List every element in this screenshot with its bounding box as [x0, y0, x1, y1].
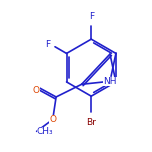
- Text: F: F: [45, 40, 50, 49]
- Text: F: F: [89, 12, 94, 21]
- Text: O: O: [49, 115, 56, 124]
- Text: NH: NH: [103, 77, 117, 86]
- Text: O: O: [33, 86, 40, 95]
- Text: CH₃: CH₃: [37, 127, 53, 136]
- Text: Br: Br: [86, 117, 96, 127]
